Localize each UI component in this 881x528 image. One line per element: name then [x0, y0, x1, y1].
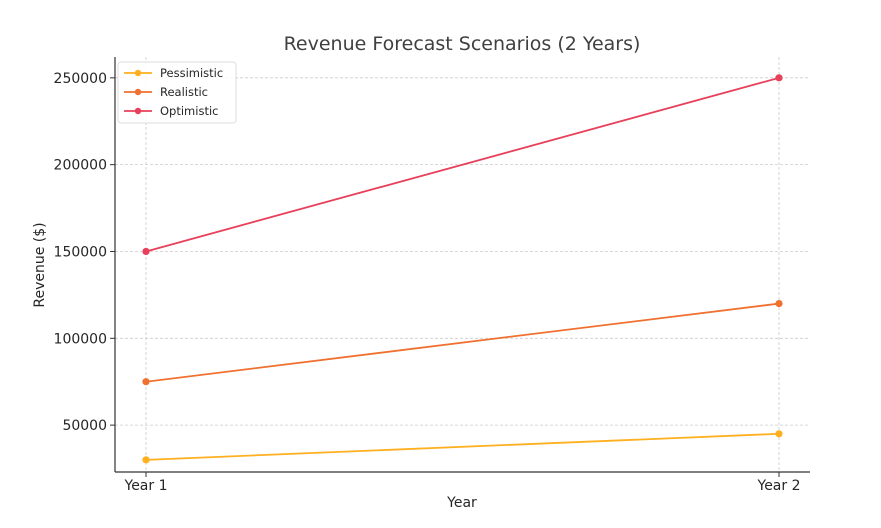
data-point [775, 299, 783, 308]
chart-title: Revenue Forecast Scenarios (2 Years) [284, 33, 641, 55]
legend-frame [117, 61, 237, 124]
series-optimistic [142, 74, 783, 256]
series-pessimistic [142, 430, 783, 464]
series-line [145, 302, 780, 383]
series-group [142, 74, 783, 464]
legend-item: Realistic [124, 85, 208, 99]
y-axis-label: Revenue ($) [32, 222, 48, 307]
data-point [775, 74, 783, 82]
legend-item: Optimistic [124, 104, 218, 118]
legend-label: Optimistic [160, 104, 218, 118]
y-tick-label: 150000 [54, 244, 107, 260]
legend-label: Realistic [160, 85, 208, 99]
y-tick-label: 100000 [54, 331, 107, 347]
data-point [142, 247, 150, 256]
legend-label: Pessimistic [160, 66, 223, 80]
data-point [142, 378, 150, 386]
series-realistic [142, 299, 783, 386]
legend-item: Pessimistic [124, 66, 223, 80]
y-tick-label: 50000 [62, 418, 107, 434]
legend-dot-marker [134, 107, 142, 115]
series-line [145, 76, 780, 253]
y-tick-label: 250000 [54, 71, 107, 87]
y-tick-label: 200000 [54, 158, 107, 174]
x-ticks: Year 1 Year 2 [124, 472, 801, 494]
x-axis-label: Year [446, 495, 477, 511]
x-tick-label: Year 1 [124, 478, 168, 494]
legend: Pessimistic Realistic Optimistic [117, 61, 237, 124]
series-line [145, 432, 780, 461]
legend-dot-marker [134, 69, 142, 77]
x-tick-label: Year 2 [757, 478, 801, 494]
legend-dot-marker [134, 88, 142, 96]
data-point [142, 456, 150, 464]
data-point [775, 430, 783, 438]
y-ticks: 50000 100000 150000 200000 250000 [54, 71, 115, 434]
